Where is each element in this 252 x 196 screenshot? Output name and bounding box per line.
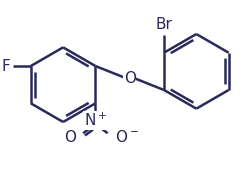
Text: $\mathdefault{O}^-$: $\mathdefault{O}^-$ bbox=[114, 129, 138, 145]
Text: Br: Br bbox=[155, 17, 172, 32]
Text: $\mathdefault{N}^+$: $\mathdefault{N}^+$ bbox=[83, 112, 107, 129]
Text: O: O bbox=[64, 130, 76, 145]
Text: F: F bbox=[1, 59, 10, 74]
Text: O: O bbox=[123, 71, 135, 85]
